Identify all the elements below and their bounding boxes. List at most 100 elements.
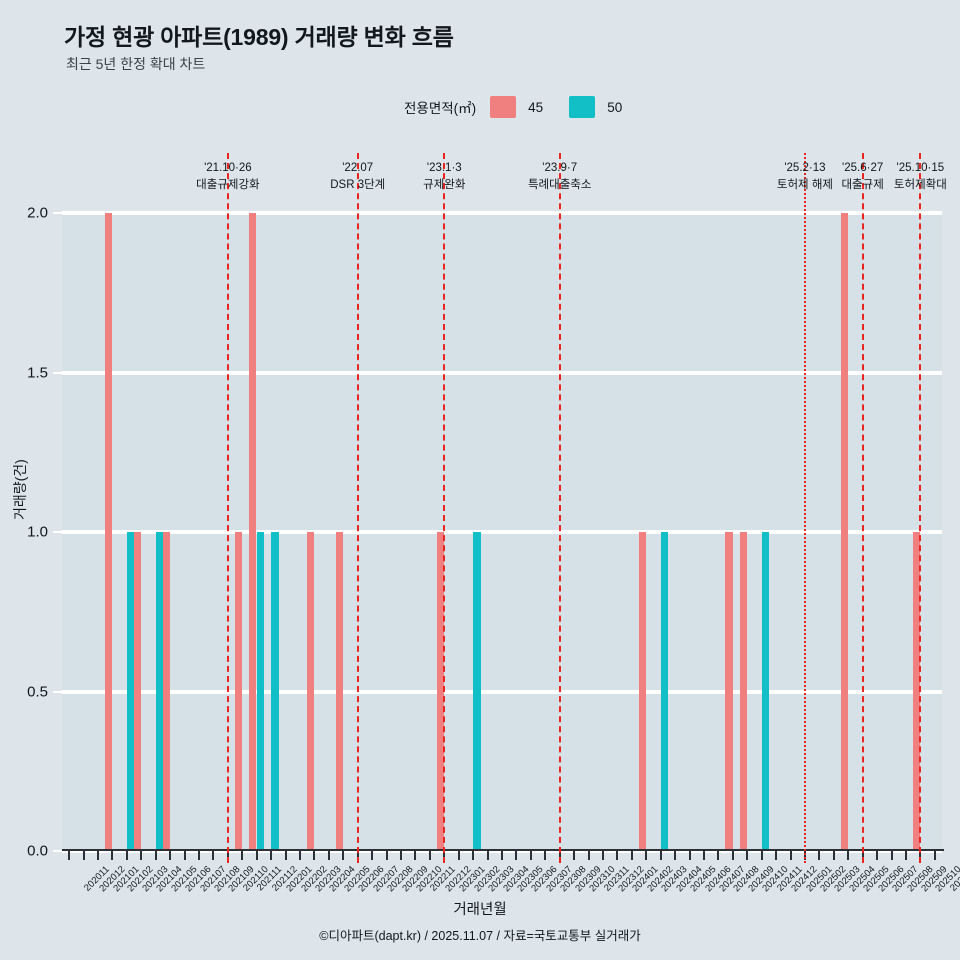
x-axis-tick [789,851,792,860]
y-axis-title: 거래량(건) [12,459,28,520]
x-axis-tick [183,851,186,860]
legend-label-50: 50 [607,99,623,115]
event-line-202506 [861,153,864,863]
event-date: '25.2·13 [784,162,826,174]
x-axis-tick [428,851,431,860]
x-axis-tick [876,851,879,860]
x-axis-tick [198,851,201,860]
event-text: 규제완화 [423,178,466,191]
event-label-202207[interactable]: '22.07 DSR 3단계 [330,160,385,193]
x-axis-tick [255,851,258,860]
x-axis-tick [140,851,143,860]
x-axis-tick [385,851,388,860]
x-axis-tick [688,851,691,860]
x-axis-tick [154,851,157,860]
y-axis-tick [53,850,62,852]
gridline [62,211,942,215]
x-axis-tick [775,851,778,860]
x-axis-tick [299,851,302,860]
gridline [62,689,942,694]
event-date: '21.10·26 [204,162,252,174]
event-text: DSR 3단계 [330,178,386,191]
x-axis-tick [212,851,215,860]
x-axis-tick [284,851,287,860]
x-axis-tick [270,851,273,860]
plot-area [62,211,942,853]
event-label-202301[interactable]: '23.1·3 규제완화 [423,160,465,193]
legend-item-45[interactable]: 45 [490,96,569,118]
y-axis-tick [53,690,62,693]
bar[interactable] [234,532,243,851]
x-axis-tick [760,851,763,860]
y-axis-tick [53,531,62,533]
event-line-202301 [443,153,446,863]
y-axis-labels: 0.0 0.5 1.0 1.5 2.0 [0,0,48,960]
bar[interactable] [104,213,113,851]
bar[interactable] [436,532,444,851]
x-axis-tick [111,851,114,860]
event-line-202309 [558,153,561,863]
x-axis-tick [890,851,893,860]
chart-legend: 전용면적(㎡) 45 50 [404,96,648,118]
page-title: 가정 현광 아파트(1989) 거래량 변화 흐름 [64,24,454,50]
bar[interactable] [162,532,170,851]
y-axis-tick [53,371,62,374]
x-axis-title: 거래년월 [453,902,507,918]
x-axis-tick [659,851,662,860]
x-axis-tick [371,851,374,860]
event-date: '25.10·15 [896,162,945,174]
event-text: 특례대출축소 [527,178,592,191]
bar[interactable] [257,532,265,851]
bar[interactable] [473,532,481,851]
bar[interactable] [249,213,257,851]
bar[interactable] [840,213,848,851]
legend-item-50[interactable]: 50 [569,96,648,118]
x-axis-tick [818,851,821,860]
x-axis-tick [702,851,705,860]
bar[interactable] [912,532,921,851]
x-axis-tick [601,851,604,860]
x-axis-tick [125,851,128,860]
event-label-202502[interactable]: '25.2·13 토허제 해제 [777,160,833,193]
event-line-202510 [919,153,922,863]
bar[interactable] [271,532,279,851]
x-axis-tick [832,851,835,860]
bar[interactable] [660,532,669,851]
bar[interactable] [156,532,164,851]
x-axis-tick [169,851,172,860]
event-date: '23.9·7 [542,162,578,174]
bar[interactable] [335,532,343,851]
bar[interactable] [761,532,770,851]
x-axis-tick [746,851,749,860]
legend-swatch-45 [490,96,517,118]
y-axis-tick [53,212,62,214]
x-axis-line [62,849,944,851]
event-label-202309[interactable]: '23.9·7 특례대출축소 [528,160,591,193]
bar[interactable] [306,532,315,851]
bar[interactable] [638,532,646,851]
event-label-202110[interactable]: '21.10·26 대출규제강화 [196,160,259,193]
legend-swatch-50 [569,96,596,118]
event-date: '22.07 [342,162,374,174]
event-line-202502 [803,153,806,863]
event-label-202510[interactable]: '25.10·15 토허제확대 [894,160,947,193]
event-date: '23.1·3 [426,162,462,174]
x-axis-tick [573,851,576,860]
bar[interactable] [127,532,135,851]
legend-title: 전용면적(㎡) [404,101,477,116]
x-axis-tick [933,851,936,860]
event-label-202506[interactable]: '25.6·27 대출규제 [841,160,883,193]
event-text: 대출규제 [841,178,884,191]
bar[interactable] [725,532,733,851]
bar[interactable] [133,532,142,851]
bar[interactable] [739,532,747,851]
x-axis-tick [241,851,244,860]
x-axis-tick [472,851,475,860]
x-axis-tick [616,851,619,860]
x-axis-tick [904,851,907,860]
x-axis-tick [342,851,345,860]
x-axis-tick [674,851,677,860]
x-axis-tick [544,851,547,860]
y-axis-tick-label: 0.5 [27,683,48,700]
